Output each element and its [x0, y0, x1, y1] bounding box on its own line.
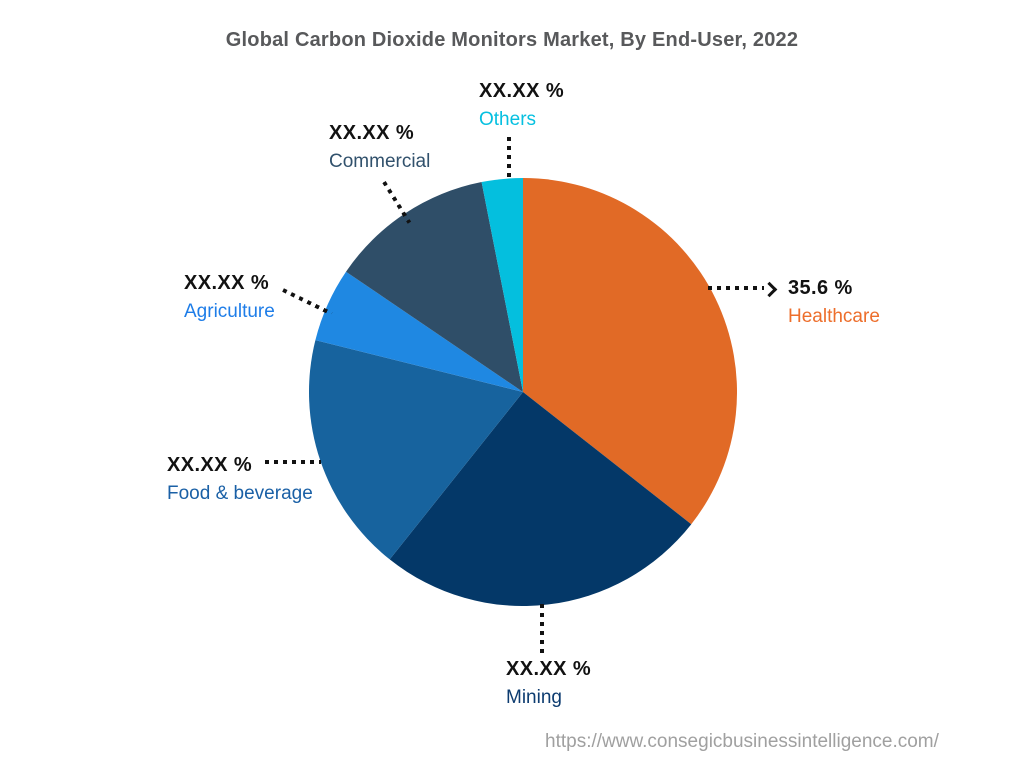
commercial-name: Commercial — [329, 151, 431, 172]
agriculture-name: Agriculture — [184, 301, 275, 322]
others-name: Others — [479, 109, 537, 130]
slice-commercial — [346, 182, 523, 392]
healthcare-name: Healthcare — [788, 306, 880, 327]
slice-healthcare — [523, 178, 737, 525]
healthcare-arrow-icon — [761, 281, 778, 297]
others-value: XX.XX % — [479, 80, 565, 102]
slice-agriculture — [315, 271, 523, 392]
leader-line-others — [507, 137, 511, 181]
leader-line-mining — [540, 604, 544, 654]
slice-food-beverage — [309, 340, 523, 560]
source-url-link[interactable]: https://www.consegicbusinessintelligence… — [545, 731, 939, 752]
agriculture-value: XX.XX % — [184, 272, 270, 294]
label-agriculture: XX.XX % Agriculture — [184, 272, 275, 323]
pie-chart — [309, 178, 737, 606]
mining-value: XX.XX % — [506, 658, 592, 680]
slice-mining — [389, 392, 692, 606]
slice-others — [481, 178, 523, 392]
label-others: XX.XX % Others — [479, 80, 564, 131]
label-commercial: XX.XX % Commercial — [329, 122, 430, 173]
label-healthcare: 35.6 % Healthcare — [788, 277, 880, 328]
commercial-value: XX.XX % — [329, 122, 415, 144]
food-beverage-value: XX.XX % — [167, 454, 253, 476]
leader-line-food-beverage — [265, 460, 321, 464]
healthcare-value: 35.6 % — [788, 277, 853, 299]
mining-name: Mining — [506, 687, 562, 708]
leader-line-healthcare — [708, 286, 764, 290]
food-beverage-name: Food & beverage — [167, 483, 313, 504]
label-mining: XX.XX % Mining — [506, 658, 591, 709]
chart-title: Global Carbon Dioxide Monitors Market, B… — [225, 29, 799, 51]
label-food-beverage: XX.XX % Food & beverage — [167, 454, 313, 505]
